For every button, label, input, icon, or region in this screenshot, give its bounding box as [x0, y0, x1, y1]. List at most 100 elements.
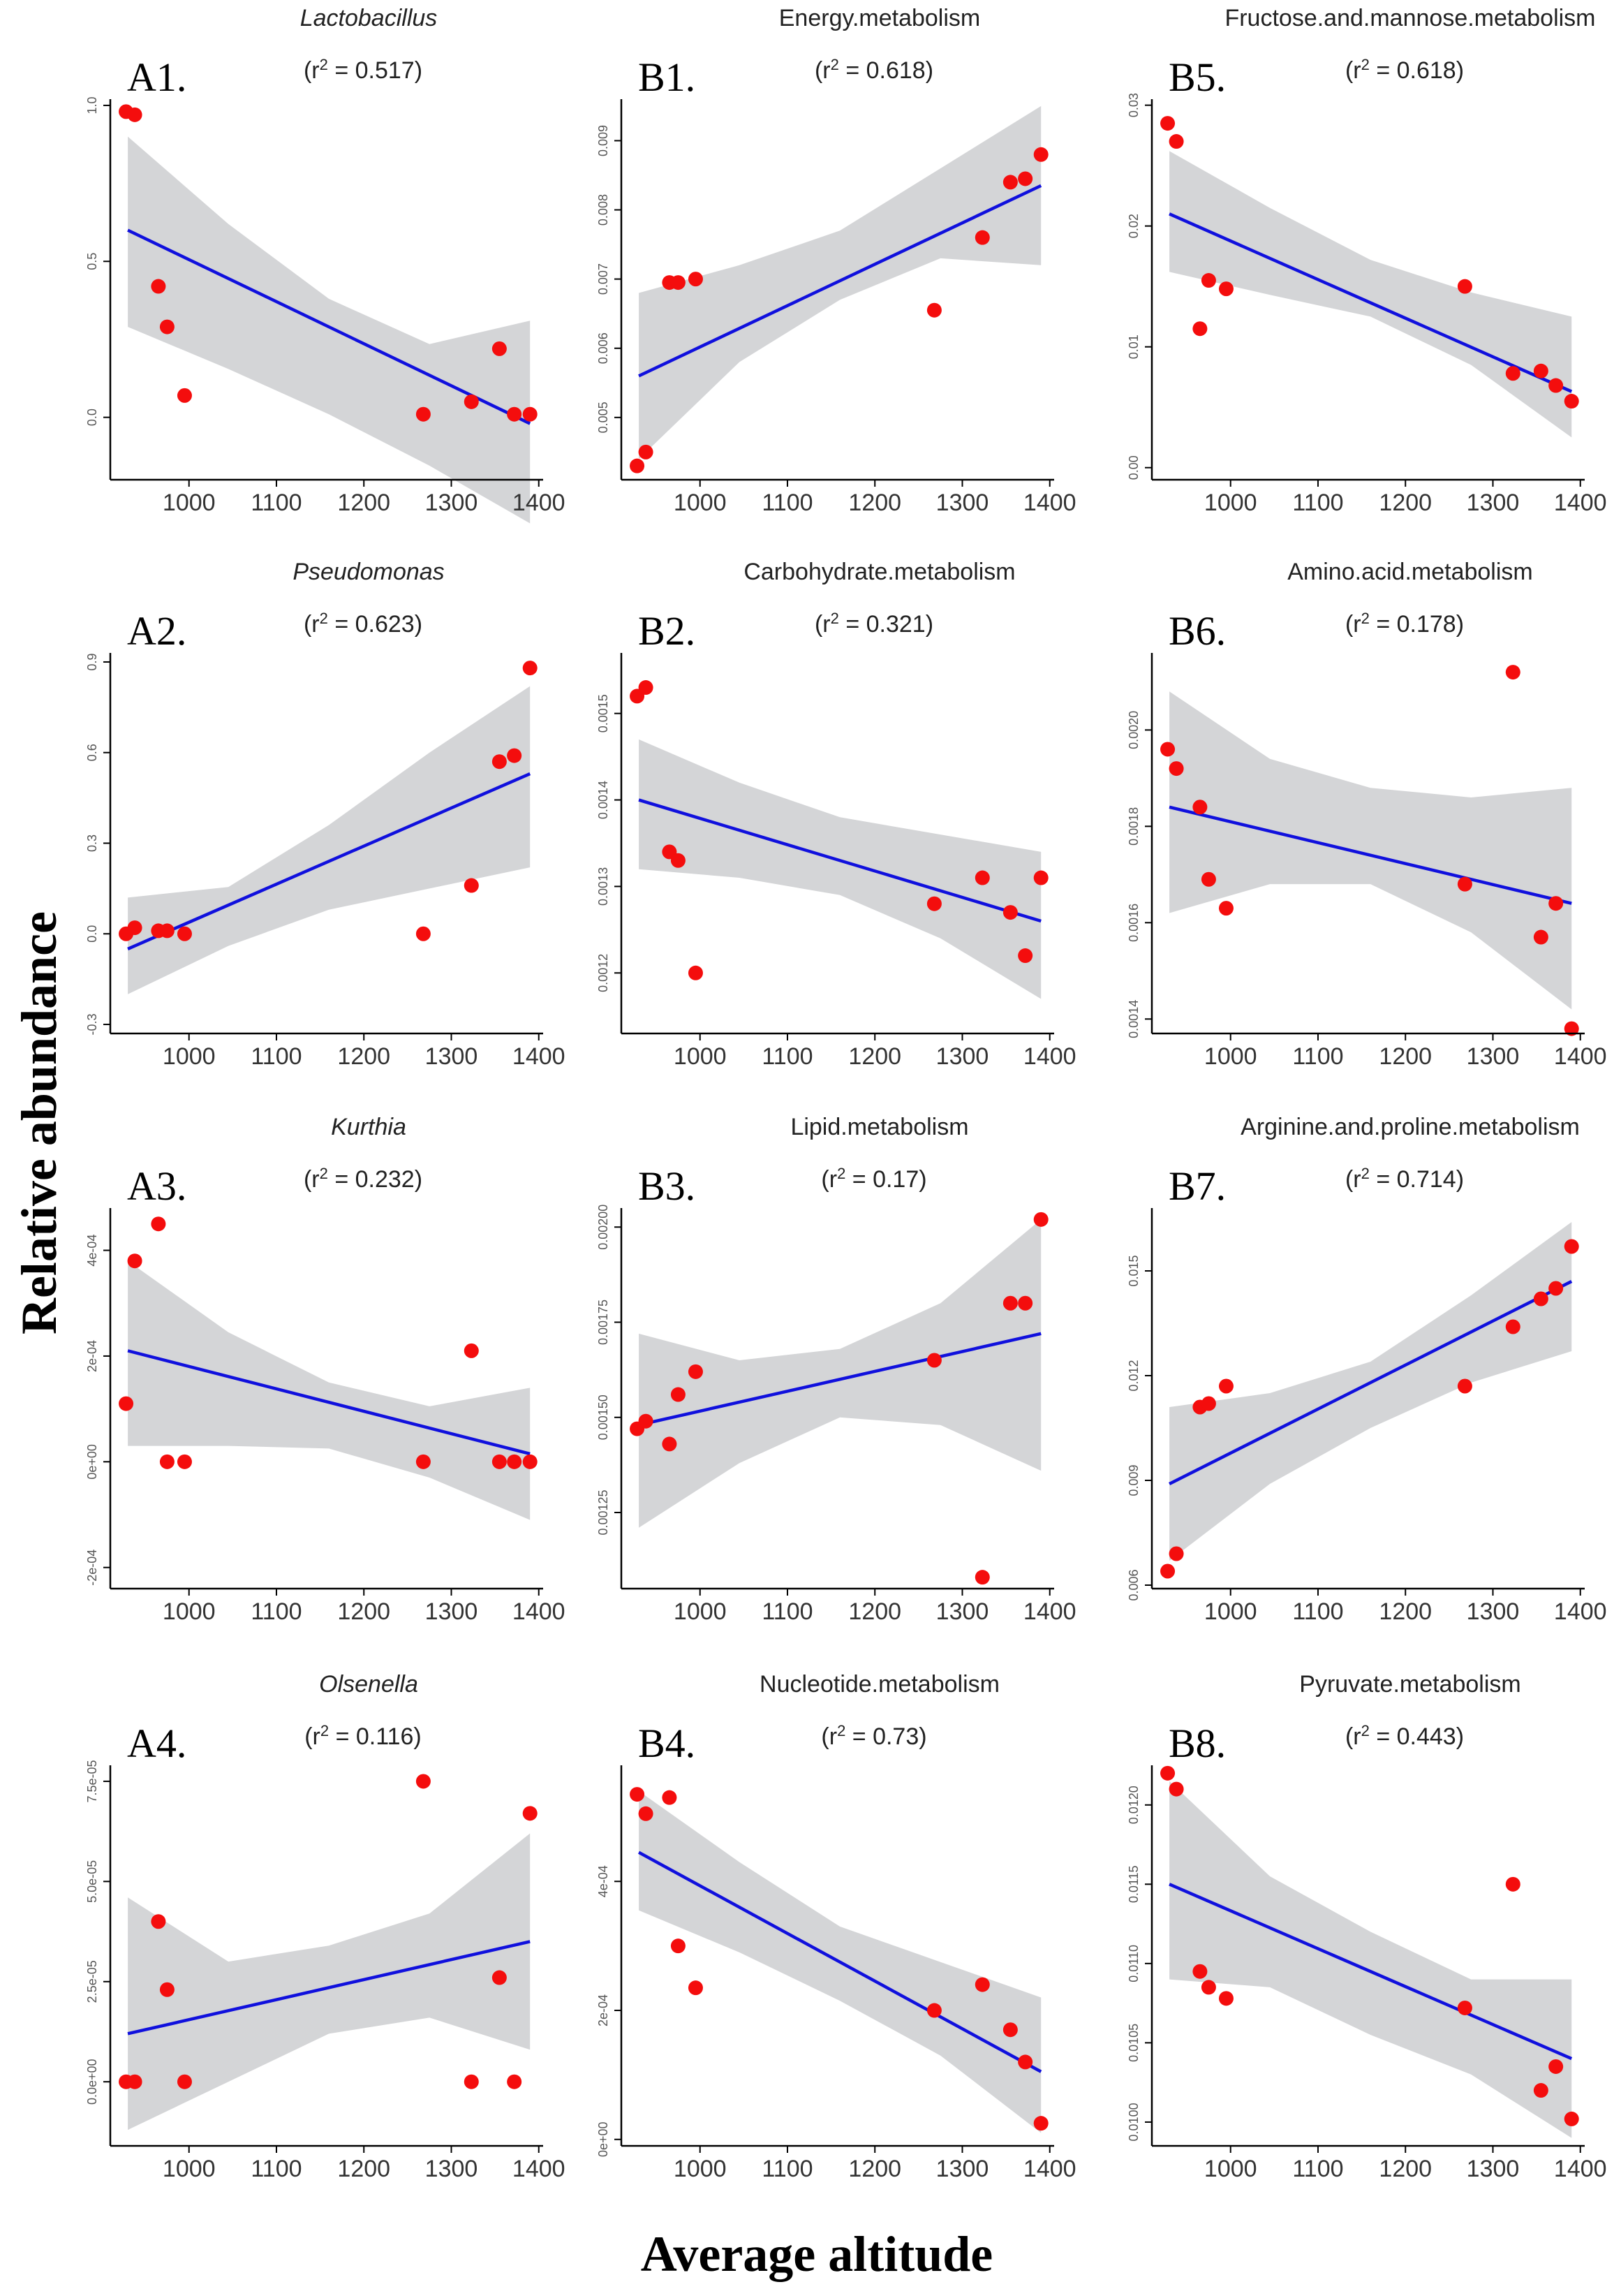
x-tick-label: 1200	[337, 490, 390, 516]
data-point	[1548, 2059, 1564, 2074]
confidence-band	[128, 1833, 531, 2131]
x-tick-label: 1000	[674, 1043, 727, 1070]
y-tick-label: 0.0	[85, 925, 99, 943]
panel-b4: Nucleotide.metabolism (r2 = 0.73) B4. 1000 1…	[596, 1671, 1076, 2182]
y-tick-label: 0.00200	[596, 1205, 610, 1250]
y-tick-label: 0.007	[596, 263, 610, 295]
data-point	[415, 406, 431, 422]
x-tick-label: 1300	[425, 490, 478, 516]
data-point	[151, 1216, 166, 1232]
data-point	[1564, 394, 1579, 409]
panel-b2: Carbohydrate.metabolism (r2 = 0.321) B2. 10…	[596, 559, 1076, 1070]
data-point	[1457, 876, 1472, 892]
confidence-band	[1169, 151, 1572, 438]
y-tick-label: 0.0120	[1127, 1786, 1141, 1824]
x-tick-label: 1300	[936, 2156, 989, 2182]
data-point	[522, 661, 538, 676]
y-tick-label: 0.0014	[596, 781, 610, 819]
panel-label: B2.	[638, 608, 695, 654]
data-point	[1192, 1964, 1208, 1979]
panel-a4: Olsenella (r2 = 0.116) A4. 1000 1100 1200 1300…	[85, 1671, 565, 2182]
x-tick-label: 1000	[1204, 1043, 1257, 1070]
x-tick-label: 1400	[1023, 490, 1076, 516]
data-point	[464, 394, 479, 409]
panel-title: Carbohydrate.metabolism	[743, 559, 1015, 585]
y-tick-label: 0.0014	[1127, 1000, 1141, 1038]
regression-line	[1169, 1883, 1573, 2061]
y-tick-label: 0e+00	[596, 2121, 610, 2157]
data-point	[151, 279, 166, 294]
data-point	[415, 1454, 431, 1469]
x-tick-label: 1300	[425, 1598, 478, 1625]
data-point	[1533, 929, 1548, 945]
data-point	[1018, 1295, 1033, 1311]
panel-b7: Arginine.and.proline.metabolism (r2 = 0.7…	[1127, 1114, 1607, 1625]
y-tick-label: 0.01	[1127, 334, 1141, 359]
x-tick-label: 1200	[1379, 490, 1432, 516]
data-point	[522, 1454, 538, 1469]
y-tick-label: 0.02	[1127, 214, 1141, 238]
x-tick-label: 1400	[512, 1043, 565, 1070]
regression-line	[1169, 212, 1573, 393]
panel-label: B8.	[1169, 1721, 1226, 1766]
regression-line	[127, 1940, 531, 2036]
data-point	[688, 272, 703, 287]
x-axis-title: Average altitude	[641, 2226, 993, 2282]
y-tick-label: 0.0100	[1127, 2103, 1141, 2141]
x-tick-label: 1400	[1023, 2156, 1076, 2182]
data-point	[926, 2003, 942, 2018]
x-tick-label: 1400	[1554, 2156, 1607, 2182]
data-point	[638, 680, 653, 696]
x-tick-label: 1300	[936, 490, 989, 516]
x-tick-label: 1100	[1292, 1043, 1343, 1070]
x-tick-label: 1200	[1379, 1598, 1432, 1625]
y-tick-label: 7.5e-05	[85, 1760, 99, 1802]
data-point	[1018, 948, 1033, 964]
data-point	[1160, 742, 1176, 757]
panel-title: Kurthia	[331, 1114, 406, 1140]
x-tick-label: 1400	[1554, 1043, 1607, 1070]
data-point	[662, 1436, 677, 1452]
data-point	[1548, 896, 1564, 911]
data-point	[670, 1938, 686, 1954]
regression-line	[1169, 805, 1572, 905]
data-point	[1533, 2083, 1548, 2098]
data-point	[688, 965, 703, 980]
x-tick-label: 1200	[848, 1043, 901, 1070]
x-tick-label: 1200	[1379, 2156, 1432, 2182]
y-tick-label: 0.5	[85, 253, 99, 270]
data-point	[688, 1980, 703, 1996]
panel-label: A4.	[127, 1721, 186, 1766]
x-tick-label: 1400	[512, 490, 565, 516]
x-tick-label: 1000	[674, 490, 727, 516]
y-tick-label: 4e-04	[596, 1865, 610, 1897]
data-point	[1218, 1378, 1234, 1394]
confidence-band	[639, 105, 1042, 459]
data-point	[1548, 378, 1564, 393]
data-point	[926, 302, 942, 318]
x-tick-label: 1100	[762, 490, 813, 516]
data-point	[975, 1570, 990, 1585]
r-squared-label: (r2 = 0.178)	[1345, 610, 1464, 638]
panel-b1: Energy.metabolism (r2 = 0.618) B1. 1000 1100…	[596, 5, 1076, 516]
data-point	[1002, 2022, 1018, 2038]
y-tick-label: 0.00150	[596, 1394, 610, 1440]
x-tick-label: 1200	[337, 1598, 390, 1625]
data-point	[464, 1343, 479, 1358]
panel-title: Nucleotide.metabolism	[760, 1671, 1000, 1698]
data-point	[975, 1977, 990, 1992]
regression-line	[638, 1332, 1042, 1427]
data-point	[177, 1454, 192, 1469]
data-point	[1457, 1378, 1472, 1394]
data-point	[1192, 321, 1208, 337]
data-point	[1533, 1291, 1548, 1307]
data-point	[1218, 281, 1234, 297]
x-tick-label: 1000	[163, 1598, 216, 1625]
data-point	[1033, 147, 1049, 162]
data-point	[159, 319, 175, 334]
x-tick-label: 1100	[251, 490, 302, 516]
data-point	[926, 896, 942, 911]
y-tick-label: 0.6	[85, 744, 99, 761]
r-squared-label: (r2 = 0.618)	[1345, 56, 1464, 84]
x-tick-label: 1300	[1467, 1598, 1520, 1625]
